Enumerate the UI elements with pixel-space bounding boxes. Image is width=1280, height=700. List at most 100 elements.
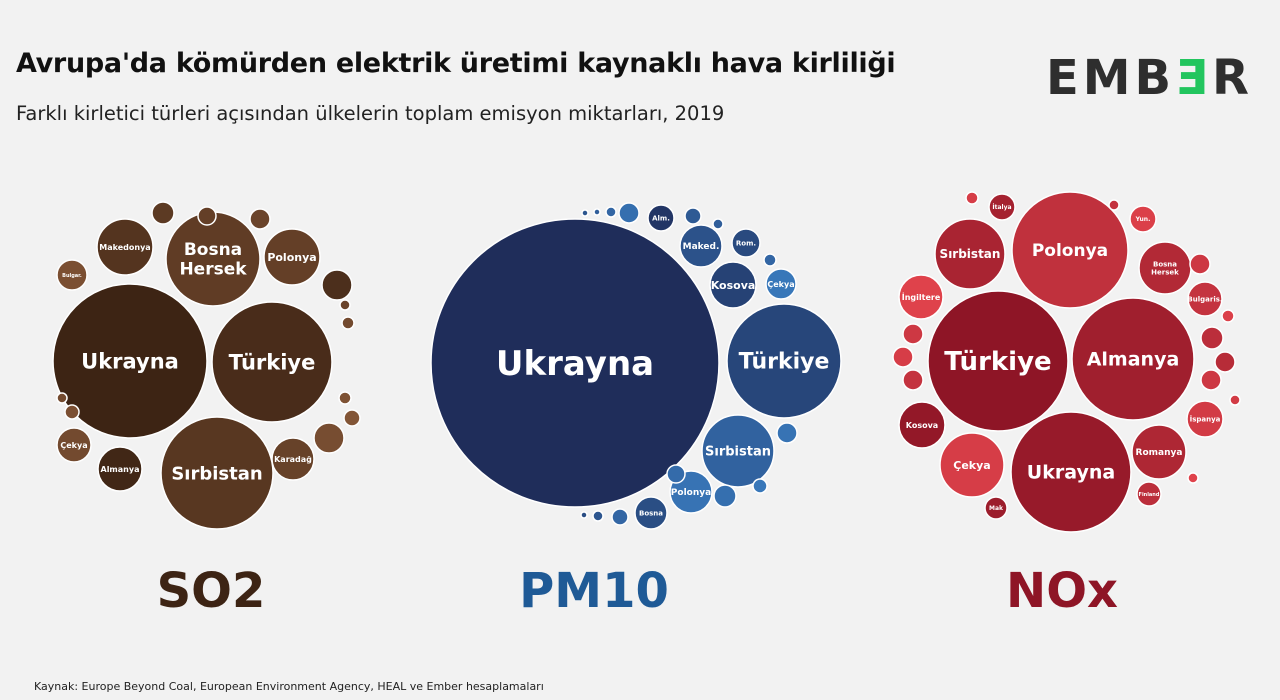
- bubble-label: Sırbistan: [171, 463, 262, 484]
- bubble-nox-7: [898, 274, 944, 320]
- bubble-nox-11: [1187, 281, 1223, 317]
- bubble-small: [581, 209, 589, 217]
- bubble-small: [64, 404, 80, 420]
- source-note: Kaynak: Europe Beyond Coal, European Env…: [34, 680, 544, 693]
- bubble-nox-1: [1071, 297, 1195, 421]
- bubble-small: [341, 316, 355, 330]
- bubble-so2-7: [97, 446, 143, 492]
- bubble-small: [712, 218, 724, 230]
- bubble-label: Almanya: [101, 465, 140, 474]
- bubble-pm10-8: [731, 228, 761, 258]
- bubble-small: [763, 253, 777, 267]
- bubble-label: Bulgaris.: [1187, 295, 1222, 303]
- bubble-label: Makedonya: [99, 243, 150, 252]
- logo-mark: Ǝ: [1175, 50, 1212, 106]
- bubble-small: [618, 202, 640, 224]
- bubble-label: Çekya: [767, 280, 794, 289]
- bubble-small: [338, 391, 352, 405]
- bubble-small: [1214, 351, 1236, 373]
- bubble-label: Polonya: [267, 251, 316, 264]
- bubble-small: [776, 422, 798, 444]
- bubble-label: Bulgar.: [62, 273, 82, 279]
- bubble-small: [892, 346, 914, 368]
- bubble-label: Rom.: [736, 239, 756, 247]
- bubble-small: [611, 508, 629, 526]
- chart-title-nox: NOx: [1006, 563, 1118, 619]
- bubble-pm10-4: [679, 224, 723, 268]
- bubble-small: [684, 207, 702, 225]
- bubble-label: İngiltere: [902, 292, 941, 302]
- bubble-label: Kosova: [711, 279, 756, 292]
- ember-logo: EMBƎR: [1046, 50, 1253, 106]
- bubble-label: Finland: [1139, 492, 1160, 498]
- bubble-nox-0: [927, 290, 1069, 432]
- bubble-label: Çekya: [953, 459, 990, 472]
- bubble-label: Polonya: [1032, 241, 1108, 261]
- bubble-small: [605, 206, 617, 218]
- bubble-label: Ukrayna: [1027, 462, 1115, 484]
- bubble-label: İspanya: [1190, 414, 1221, 423]
- bubble-small: [902, 369, 924, 391]
- bubble-nox-13: [1129, 205, 1157, 233]
- bubble-label: Türkiye: [739, 350, 830, 375]
- bubble-small: [339, 299, 351, 311]
- bubble-nox-15: [1136, 481, 1162, 507]
- bubble-small: [752, 478, 768, 494]
- bubble-so2-6: [271, 437, 315, 481]
- bubble-small: [592, 510, 604, 522]
- bubble-label: Ukrayna: [81, 349, 179, 373]
- bubble-label: Yun.: [1135, 216, 1151, 223]
- bubble-chart-pm10: Ukrayna Türkiye Sırbistan Kosova Maked. Polon…: [430, 202, 842, 619]
- bubble-label: Bosna: [639, 509, 663, 517]
- bubble-label: Bosna Hersek: [1151, 260, 1179, 276]
- bubble-small: [1108, 199, 1120, 211]
- bubble-small: [197, 206, 217, 226]
- bubble-so2-1: [211, 301, 333, 423]
- bubble-nox-2: [1010, 411, 1132, 533]
- bubble-small: [321, 269, 353, 301]
- bubble-label: Romanya: [1136, 448, 1183, 458]
- bubble-nox-10: [1186, 400, 1224, 438]
- bubble-label: Kosova: [906, 421, 938, 430]
- bubble-small: [151, 201, 175, 225]
- bubble-label: Polonya: [671, 488, 711, 498]
- bubble-label: Çekya: [60, 441, 87, 450]
- bubble-small: [593, 208, 601, 216]
- bubble-pm10-2: [701, 414, 775, 488]
- page-subtitle: Farklı kirletici türleri açısından ülkel…: [16, 102, 725, 125]
- bubble-small: [1200, 369, 1222, 391]
- bubble-label: Ukrayna: [496, 344, 654, 384]
- bubble-small: [713, 484, 737, 508]
- chart-title-so2: SO2: [157, 563, 266, 619]
- bubble-small: [580, 511, 588, 519]
- bubble-pm10-7: [634, 496, 668, 530]
- bubble-small: [965, 191, 979, 205]
- bubble-nox-6: [1131, 424, 1187, 480]
- bubble-small: [902, 323, 924, 345]
- bubble-label: Almanya: [1087, 349, 1180, 371]
- bubble-small: [343, 409, 361, 427]
- bubble-small: [1200, 326, 1224, 350]
- bubble-small: [1221, 309, 1235, 323]
- bubble-small: [1229, 394, 1241, 406]
- chart-title-pm10: PM10: [519, 563, 669, 619]
- bubble-nox-4: [934, 218, 1006, 290]
- bubble-pm10-3: [709, 261, 757, 309]
- bubble-so2-9: [56, 259, 88, 291]
- bubble-small: [56, 392, 68, 404]
- bubble-so2-8: [56, 427, 92, 463]
- bubble-label: Mak: [989, 505, 1004, 512]
- bubble-pm10-1: [726, 303, 842, 419]
- bubble-nox-12: [988, 193, 1016, 221]
- bubble-so2-5: [96, 218, 154, 276]
- bubble-small: [249, 208, 271, 230]
- page-title: Avrupa'da kömürden elektrik üretimi kayn…: [16, 48, 896, 79]
- bubble-pm10-6: [765, 268, 797, 300]
- bubble-label: İtalya: [992, 204, 1011, 211]
- bubble-pm10-9: [647, 204, 675, 232]
- bubble-so2-4: [263, 228, 321, 286]
- bubble-small: [313, 422, 345, 454]
- bubble-so2-0: [52, 283, 208, 439]
- logo-text-right: R: [1211, 50, 1253, 106]
